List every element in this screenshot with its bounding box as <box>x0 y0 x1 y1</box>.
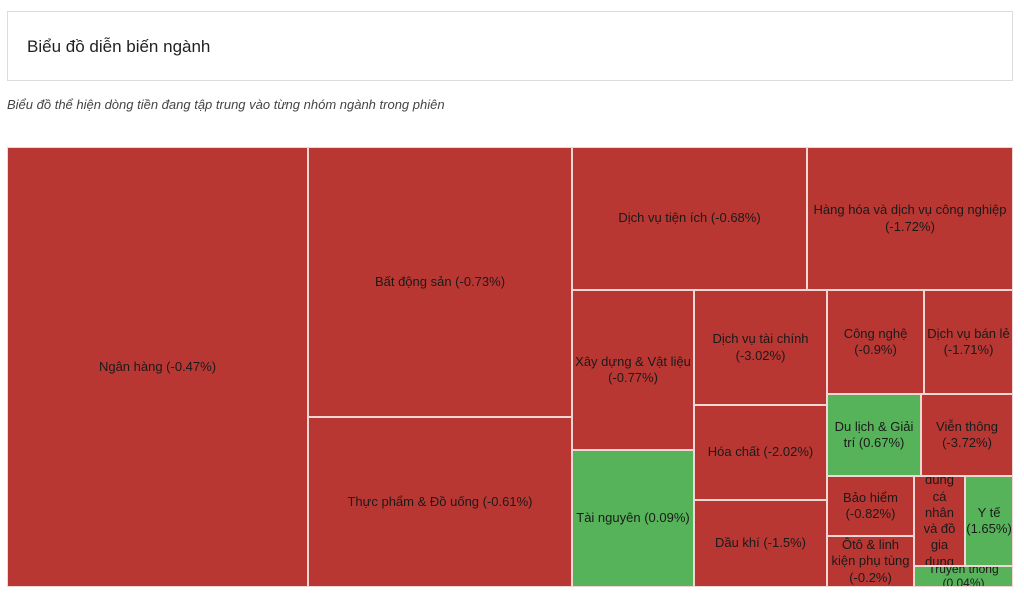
treemap-tile-label: Truyền thông (0.04%) <box>928 566 999 587</box>
treemap-tile[interactable]: Dịch vụ tiện ích (-0.68%) <box>572 147 807 290</box>
page-title: Biểu đồ diễn biến ngành <box>27 37 211 56</box>
treemap-tile-label: Thực phẩm & Đồ uống (-0.61%) <box>347 493 533 509</box>
treemap-tile-label: Xây dựng & Vật liệu (-0.77%) <box>575 353 691 385</box>
treemap-tile-label: Ôtô & linh kiện phụ tùng (-0.2%) <box>831 537 910 585</box>
chart-subtitle: Biểu đồ thể hiện dòng tiền đang tập trun… <box>7 97 445 112</box>
treemap-tile[interactable]: Bất động sản (-0.73%) <box>308 147 572 417</box>
treemap-tile-label: Du lịch & Giải trí (0.67%) <box>834 418 914 450</box>
treemap-tile-label: Dịch vụ bán lẻ (-1.71%) <box>927 325 1010 357</box>
treemap-tile-label: Dịch vụ tài chính (-3.02%) <box>712 331 809 363</box>
treemap-tile-label: Y tế (1.65%) <box>966 504 1012 536</box>
treemap-tile[interactable]: Xây dựng & Vật liệu (-0.77%) <box>572 290 694 450</box>
treemap-tile[interactable]: Dịch vụ tài chính (-3.02%) <box>694 290 827 405</box>
treemap-tile-label: Dịch vụ tiện ích (-0.68%) <box>618 210 761 226</box>
treemap-tile[interactable]: Viễn thông (-3.72%) <box>921 394 1013 476</box>
chart-title-card: Biểu đồ diễn biến ngành <box>7 11 1013 81</box>
treemap-tile[interactable]: Truyền thông (0.04%) <box>914 566 1013 587</box>
treemap-tile-label: Ngân hàng (-0.47%) <box>98 358 217 374</box>
sector-treemap: Ngân hàng (-0.47%) Bất động sản (-0.73%) T… <box>7 147 1013 587</box>
treemap-tile-label: Bất động sản (-0.73%) <box>374 273 506 289</box>
treemap-tile[interactable]: Dịch vụ bán lẻ (-1.71%) <box>924 290 1013 394</box>
treemap-tile-label: Hóa chất (-2.02%) <box>707 444 814 460</box>
treemap-tile[interactable]: Tài nguyên (0.09%) <box>572 450 694 587</box>
treemap-tile[interactable]: Du lịch & Giải trí (0.67%) <box>827 394 921 476</box>
treemap-tile[interactable]: Ngân hàng (-0.47%) <box>7 147 308 587</box>
treemap-tile[interactable]: Bảo hiểm (-0.82%) <box>827 476 914 536</box>
treemap-tile[interactable]: Ôtô & linh kiện phụ tùng (-0.2%) <box>827 536 914 587</box>
treemap-tile-label: Công nghệ (-0.9%) <box>843 325 908 357</box>
treemap-tile-label: Dầu khí (-1.5%) <box>714 535 807 551</box>
treemap-tile-label: Hàng hóa và dịch vụ công nghiệp (-1.72%) <box>813 202 1007 234</box>
treemap-tile[interactable]: Công nghệ (-0.9%) <box>827 290 924 394</box>
treemap-tile[interactable]: Đồ dùng cá nhân và đồ gia dụng (-0.9%) <box>914 476 965 566</box>
treemap-tile-label: Viễn thông (-3.72%) <box>936 418 998 450</box>
treemap-tile[interactable]: Y tế (1.65%) <box>965 476 1013 566</box>
treemap-tile[interactable]: Hàng hóa và dịch vụ công nghiệp (-1.72%) <box>807 147 1013 290</box>
treemap-tile-label: Đồ dùng cá nhân và đồ gia dụng (-0.9%) <box>923 476 956 566</box>
treemap-tile-label: Tài nguyên (0.09%) <box>576 510 690 526</box>
treemap-tile[interactable]: Thực phẩm & Đồ uống (-0.61%) <box>308 417 572 587</box>
treemap-tile-label: Bảo hiểm (-0.82%) <box>843 489 898 521</box>
treemap-tile[interactable]: Dầu khí (-1.5%) <box>694 500 827 587</box>
treemap-tile[interactable]: Hóa chất (-2.02%) <box>694 405 827 500</box>
